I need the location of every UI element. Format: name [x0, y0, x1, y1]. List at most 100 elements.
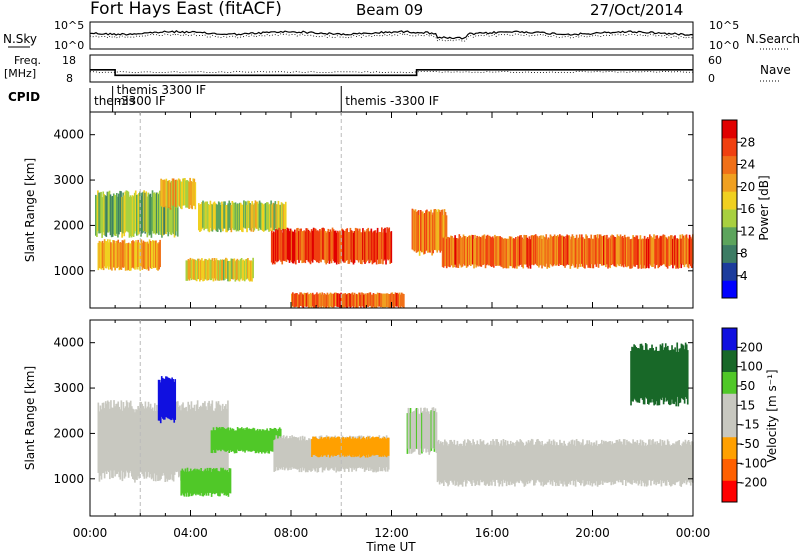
- echo-column: [608, 441, 610, 483]
- echo-column: [238, 261, 241, 282]
- echo-column: [653, 234, 655, 264]
- echo-column: [382, 232, 384, 265]
- echo-column: [176, 195, 179, 237]
- echo-column: [389, 294, 392, 308]
- echo-column: [637, 444, 640, 486]
- echo-column: [413, 410, 416, 452]
- echo-column: [534, 444, 536, 486]
- echo-column: [214, 469, 216, 495]
- echo-column: [231, 258, 234, 280]
- echo-column: [577, 237, 580, 268]
- echo-column: [650, 236, 652, 266]
- colorbar-cell: [722, 436, 737, 459]
- echo-column: [290, 438, 292, 470]
- cpid-segment-label: themis -3300 IF: [345, 94, 439, 108]
- echo-column: [436, 211, 439, 253]
- echo-column: [445, 215, 448, 257]
- echo-column: [686, 441, 689, 483]
- echo-column: [184, 178, 186, 206]
- echo-column: [120, 191, 122, 232]
- echo-column: [640, 445, 643, 487]
- echo-column: [121, 196, 123, 238]
- echo-column: [325, 232, 328, 265]
- echo-column: [166, 411, 169, 482]
- colorbar-tick-label: 28: [740, 135, 755, 149]
- echo-column: [272, 202, 275, 230]
- echo-column: [314, 436, 316, 455]
- echo-column: [101, 197, 103, 238]
- echo-column: [679, 348, 682, 403]
- echo-column: [160, 178, 162, 206]
- echo-column: [528, 236, 531, 266]
- echo-column: [548, 238, 551, 268]
- echo-column: [481, 235, 484, 266]
- echo-column: [155, 240, 157, 268]
- echo-column: [168, 180, 171, 208]
- echo-column: [122, 402, 125, 473]
- echo-column: [119, 190, 121, 232]
- echo-column: [354, 437, 356, 456]
- echo-column: [651, 440, 653, 481]
- echo-column: [611, 234, 613, 264]
- echo-column: [236, 258, 239, 280]
- echo-column: [275, 204, 278, 232]
- nave-line: [89, 70, 694, 74]
- echo-column: [427, 212, 429, 253]
- echo-column: [165, 193, 167, 235]
- echo-column: [149, 403, 152, 475]
- echo-column: [197, 258, 199, 280]
- echo-column: [205, 201, 208, 229]
- echo-column: [353, 292, 356, 307]
- echo-column: [372, 293, 375, 307]
- echo-column: [237, 260, 240, 281]
- echo-column: [203, 260, 205, 281]
- echo-column: [127, 191, 130, 233]
- echo-column: [582, 237, 584, 267]
- echo-column: [605, 440, 607, 482]
- echo-column: [688, 234, 691, 265]
- echo-column: [150, 409, 153, 480]
- echo-column: [430, 209, 432, 251]
- echo-column: [635, 442, 638, 484]
- echo-column: [114, 243, 116, 271]
- echo-column: [673, 443, 675, 485]
- echo-column: [231, 428, 234, 451]
- velocity-ylabel: Slant Range [km]: [23, 366, 37, 470]
- echo-column: [159, 410, 161, 481]
- echo-column: [197, 469, 199, 495]
- echo-column: [241, 260, 244, 281]
- echo-column: [649, 348, 651, 403]
- echo-column: [462, 441, 465, 482]
- echo-column: [119, 409, 122, 480]
- echo-column: [436, 441, 439, 483]
- colorbar-cell: [722, 415, 737, 438]
- echo-column: [463, 439, 466, 481]
- echo-column: [663, 347, 666, 402]
- echo-column: [657, 350, 660, 406]
- echo-column: [433, 209, 435, 251]
- echo-column: [631, 238, 633, 269]
- echo-column: [343, 230, 345, 263]
- echo-column: [311, 230, 314, 263]
- echo-column: [214, 203, 217, 231]
- echo-column: [506, 440, 509, 482]
- echo-column: [523, 234, 526, 265]
- echo-column: [523, 446, 526, 487]
- echo-column: [370, 438, 372, 457]
- echo-column: [625, 237, 627, 267]
- echo-column: [139, 243, 142, 271]
- echo-column: [165, 408, 168, 479]
- echo-column: [647, 349, 649, 404]
- echo-column: [158, 242, 160, 270]
- echo-column: [339, 439, 342, 458]
- echo-column: [152, 410, 155, 482]
- echo-column: [627, 441, 629, 483]
- echo-column: [674, 347, 676, 402]
- echo-column: [679, 234, 682, 265]
- echo-column: [605, 237, 607, 268]
- echo-column: [526, 237, 529, 268]
- echo-column: [527, 440, 530, 481]
- echo-column: [336, 436, 339, 455]
- echo-column: [439, 211, 442, 253]
- echo-column: [326, 292, 329, 307]
